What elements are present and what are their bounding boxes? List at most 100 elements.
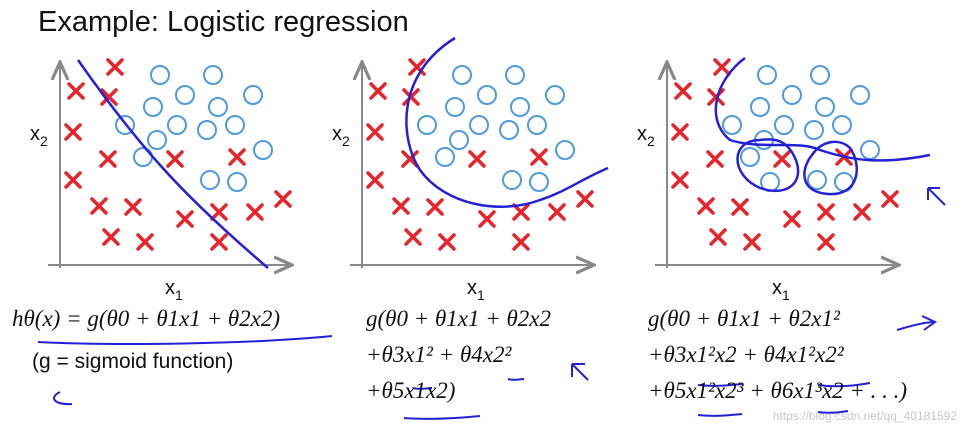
decision-boundary bbox=[405, 36, 609, 208]
circle-marker bbox=[445, 97, 465, 117]
cross-marker bbox=[438, 233, 456, 251]
cross-marker bbox=[743, 233, 761, 251]
cross-marker bbox=[671, 171, 689, 189]
cross-marker bbox=[401, 150, 419, 168]
axis-labels: x2 x1 x2 x1 x2 x1 bbox=[30, 123, 790, 303]
cross-marker bbox=[274, 190, 292, 208]
cross-marker bbox=[817, 233, 835, 251]
cross-marker bbox=[713, 58, 731, 76]
circle-marker bbox=[774, 115, 794, 135]
pen-underline bbox=[37, 335, 333, 345]
circle-marker bbox=[860, 140, 880, 160]
circle-marker bbox=[545, 85, 565, 105]
formula-complex-line-1: g(θ0 + θ1x1 + θ2x1² bbox=[648, 306, 840, 331]
cross-marker bbox=[576, 190, 594, 208]
circle-marker bbox=[502, 170, 522, 190]
cross-marker bbox=[100, 88, 118, 106]
pen-underline bbox=[507, 378, 525, 381]
cross-marker bbox=[671, 123, 689, 141]
cross-marker bbox=[124, 198, 142, 216]
circle-marker bbox=[527, 115, 547, 135]
cross-marker bbox=[90, 197, 108, 215]
cross-marker bbox=[210, 203, 228, 221]
circle-marker bbox=[175, 85, 195, 105]
cross-marker bbox=[881, 190, 899, 208]
circle-marker bbox=[200, 170, 220, 190]
circle-marker bbox=[115, 115, 135, 135]
decision-boundary bbox=[736, 138, 800, 193]
pen-underline bbox=[412, 387, 433, 390]
cross-marker bbox=[246, 203, 264, 221]
plot-complex bbox=[655, 56, 946, 268]
y-axis-label: x2 bbox=[332, 123, 350, 149]
pen-underline bbox=[817, 382, 871, 388]
circle-marker bbox=[133, 147, 153, 167]
circle-marker bbox=[740, 147, 760, 167]
cross-markers bbox=[366, 58, 594, 251]
circle-marker bbox=[810, 65, 830, 85]
circle-marker bbox=[832, 115, 852, 135]
circle-marker bbox=[529, 172, 549, 192]
cross-marker bbox=[674, 82, 692, 100]
formula-complex-line-2: +θ3x1²x2 + θ4x1²x2² bbox=[648, 342, 844, 367]
cross-marker bbox=[102, 228, 120, 246]
cross-marker bbox=[548, 203, 566, 221]
cross-marker bbox=[512, 203, 530, 221]
pen-annotations bbox=[37, 315, 937, 420]
x-axis-label: x1 bbox=[467, 277, 485, 303]
circle-marker bbox=[722, 115, 742, 135]
cross-marker bbox=[64, 123, 82, 141]
pen-underline bbox=[697, 383, 743, 387]
cross-markers bbox=[671, 58, 899, 251]
cross-marker bbox=[709, 228, 727, 246]
cross-marker bbox=[64, 171, 82, 189]
pen-underline bbox=[697, 413, 743, 417]
cross-marker bbox=[530, 148, 548, 166]
pen-arrow bbox=[571, 363, 589, 381]
cross-marker bbox=[512, 233, 530, 251]
circle-marker bbox=[417, 115, 437, 135]
circle-marker bbox=[208, 97, 228, 117]
formula-complex-line-3: +θ5x1²x2³ + θ6x1³x2 + . . .) bbox=[648, 378, 908, 403]
decision-boundary bbox=[76, 59, 269, 269]
cross-marker bbox=[817, 203, 835, 221]
pen-underline bbox=[403, 415, 481, 420]
x-axis-label: x1 bbox=[165, 277, 183, 303]
circle-marker bbox=[555, 140, 575, 160]
cross-marker bbox=[136, 233, 154, 251]
cross-marker bbox=[731, 198, 749, 216]
cross-marker bbox=[369, 82, 387, 100]
cross-marker bbox=[853, 203, 871, 221]
cross-marker bbox=[408, 58, 426, 76]
cross-marker bbox=[783, 210, 801, 228]
cross-marker bbox=[426, 198, 444, 216]
circle-marker bbox=[449, 130, 469, 150]
cross-marker bbox=[392, 197, 410, 215]
cross-marker bbox=[166, 150, 184, 168]
circle-marker bbox=[227, 172, 247, 192]
formula-linear: hθ(x) = g(θ0 + θ1x1 + θ2x2) bbox=[12, 306, 281, 331]
circle-marker bbox=[150, 65, 170, 85]
cross-marker bbox=[773, 150, 791, 168]
pen-arrow bbox=[927, 187, 946, 206]
circle-marker bbox=[510, 97, 530, 117]
cross-marker bbox=[106, 58, 124, 76]
pen-arrow bbox=[896, 315, 937, 331]
cross-marker bbox=[366, 123, 384, 141]
circle-marker bbox=[243, 85, 263, 105]
circle-marker bbox=[499, 120, 519, 140]
decision-boundary bbox=[803, 140, 858, 196]
circle-marker bbox=[750, 97, 770, 117]
cross-markers bbox=[64, 58, 292, 251]
plot-linear bbox=[48, 58, 292, 269]
cross-marker bbox=[706, 150, 724, 168]
circle-marker bbox=[850, 85, 870, 105]
formula-quadratic-line-1: g(θ0 + θ1x1 + θ2x2 bbox=[366, 306, 552, 331]
plot-quadratic bbox=[350, 36, 609, 268]
circle-marker bbox=[807, 170, 827, 190]
cross-marker bbox=[478, 210, 496, 228]
circle-marker bbox=[505, 65, 525, 85]
circle-marker bbox=[469, 115, 489, 135]
pen-underline bbox=[817, 410, 849, 414]
